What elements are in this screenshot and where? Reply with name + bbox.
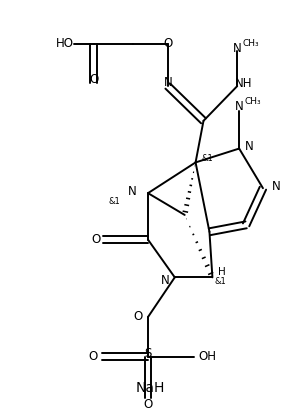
Text: &1: &1 — [109, 197, 120, 206]
Text: O: O — [163, 37, 172, 50]
Text: CH₃: CH₃ — [243, 39, 260, 48]
Text: N: N — [160, 274, 169, 287]
Text: OH: OH — [199, 350, 217, 363]
Text: &1: &1 — [202, 154, 213, 163]
Text: O: O — [143, 398, 153, 411]
Text: O: O — [89, 73, 98, 86]
Text: N: N — [233, 42, 242, 55]
Text: N: N — [128, 185, 136, 198]
Text: NH: NH — [236, 77, 253, 90]
Text: S: S — [144, 347, 152, 360]
Text: H: H — [218, 267, 226, 277]
Text: NaH: NaH — [135, 381, 165, 395]
Text: O: O — [91, 233, 100, 246]
Text: O: O — [88, 350, 97, 363]
Text: N: N — [272, 180, 280, 193]
Text: N: N — [235, 100, 244, 114]
Text: N: N — [164, 76, 172, 89]
Text: HO: HO — [56, 37, 74, 50]
Text: &1: &1 — [214, 277, 226, 286]
Text: N: N — [245, 140, 254, 153]
Text: O: O — [134, 310, 143, 324]
Text: CH₃: CH₃ — [245, 97, 261, 106]
